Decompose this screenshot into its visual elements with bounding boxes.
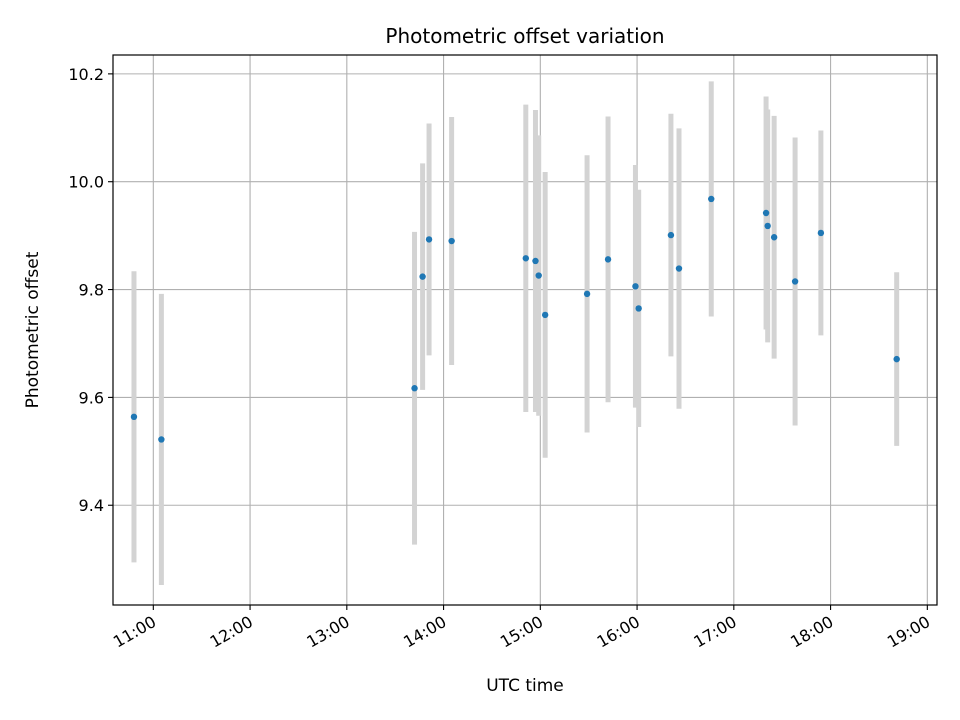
data-point xyxy=(667,231,675,239)
data-point xyxy=(893,355,900,363)
plot-frame xyxy=(112,54,938,606)
data-point xyxy=(604,256,612,263)
data-point xyxy=(764,222,771,230)
data-point xyxy=(532,257,539,265)
data-point xyxy=(411,385,418,392)
x-axis-label: UTC time xyxy=(486,676,564,696)
y-tick-label: 9.6 xyxy=(79,388,104,407)
data-points xyxy=(130,195,900,443)
data-point xyxy=(770,234,778,241)
data-point xyxy=(130,413,138,421)
data-point xyxy=(158,436,165,443)
y-axis: 9.4 9.6 9.8 10.0 10.2 xyxy=(68,65,113,515)
y-tick-label: 10.0 xyxy=(68,173,104,192)
data-point xyxy=(541,311,549,319)
y-tick-label: 9.4 xyxy=(79,496,104,515)
y-tick-label: 9.8 xyxy=(79,281,104,300)
data-point xyxy=(419,273,426,280)
data-point xyxy=(535,272,542,279)
chart-title: Photometric offset variation xyxy=(385,24,664,48)
data-point xyxy=(583,290,591,298)
data-point xyxy=(522,255,530,262)
y-tick-label: 10.2 xyxy=(68,65,104,84)
data-point xyxy=(791,278,799,285)
data-point xyxy=(448,237,455,245)
data-point xyxy=(632,283,639,290)
data-point xyxy=(425,236,433,243)
data-point xyxy=(708,195,715,203)
y-axis-label: Photometric offset xyxy=(23,251,43,408)
data-point xyxy=(635,305,642,312)
data-point xyxy=(817,229,825,237)
data-point xyxy=(762,209,770,217)
data-point xyxy=(675,265,683,272)
